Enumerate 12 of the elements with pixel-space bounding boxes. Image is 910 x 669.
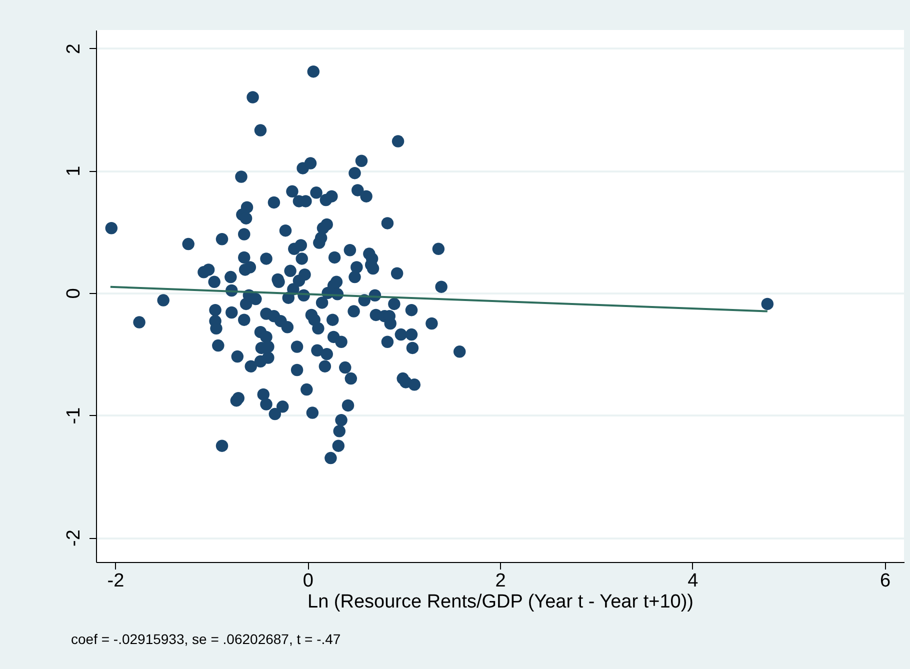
- x-tick-label: 6: [880, 570, 891, 592]
- y-tick-label: -2: [64, 530, 84, 546]
- y-tick-label: 0: [64, 288, 84, 299]
- x-tick-label: 4: [688, 570, 699, 592]
- x-tick-label: 0: [302, 570, 314, 592]
- x-tick-label: -2: [107, 570, 124, 592]
- y-tick-label: 2: [64, 44, 84, 54]
- y-tick-label: -1: [64, 407, 84, 424]
- x-tick-label: 2: [495, 570, 506, 592]
- x-axis-title: Ln (Resource Rents/GDP (Year t - Year t+10)): [307, 592, 694, 612]
- text: coef = -.02915933, se = .06202687, t = -.47: [71, 631, 341, 647]
- y-tick-label: 1: [64, 166, 84, 176]
